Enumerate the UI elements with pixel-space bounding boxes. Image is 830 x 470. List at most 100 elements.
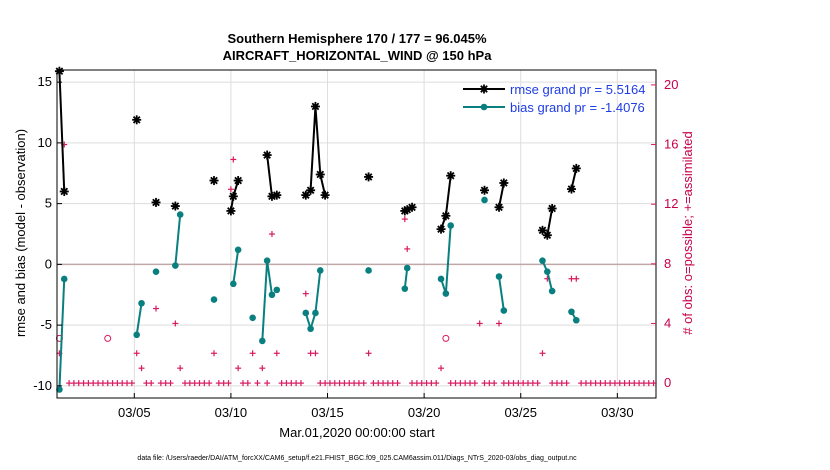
chart-title-line2: AIRCRAFT_HORIZONTAL_WIND @ 150 hPa	[223, 48, 493, 63]
assimilated-count-marker	[254, 380, 261, 387]
bias-point	[495, 273, 503, 280]
rmse-point	[441, 211, 451, 221]
x-tick-label: 03/15	[311, 405, 344, 420]
rmse-point	[364, 172, 374, 182]
y-tick-label: -5	[40, 317, 52, 332]
legend-rmse-label: rmse grand pr = 5.5164	[510, 82, 646, 97]
bias-point	[259, 337, 266, 345]
assimilated-count-marker	[365, 350, 372, 357]
bias-line	[135, 303, 143, 335]
footnote: data file: /Users/raeder/DAI/ATM_forcXX/…	[137, 455, 577, 462]
assimilated-count-marker	[225, 380, 232, 387]
assimilated-count-marker	[273, 350, 280, 357]
x-tick-label: 03/30	[601, 405, 634, 420]
bias-point	[138, 299, 145, 307]
bias-point	[500, 307, 508, 314]
assimilated-count-marker	[433, 380, 440, 387]
rmse-point	[436, 224, 446, 234]
legend: rmse grand pr = 5.5164 bias grand pr = -1…	[463, 82, 646, 115]
assimilated-count-marker	[268, 231, 275, 237]
rmse-line	[58, 71, 66, 192]
rmse-point	[310, 101, 320, 111]
y-axis-right-ticks: 0 4 8 12 16 20	[651, 77, 678, 390]
bias-point	[539, 257, 546, 265]
assimilated-count-marker	[167, 380, 174, 387]
y-right-tick-label: 8	[664, 256, 671, 271]
bias-point	[568, 308, 575, 316]
bias-line	[403, 267, 409, 289]
bias-point	[307, 325, 314, 333]
bias-point	[544, 268, 551, 275]
y-axis-right-label: # of obs: o=possible; +=assimilated	[680, 131, 695, 334]
assimilated-count-marker	[394, 380, 401, 387]
x-axis-ticks: 03/05 03/10 03/15 03/20 03/25 03/30	[118, 393, 634, 420]
series-layer	[54, 66, 581, 393]
bias-point	[481, 196, 488, 204]
rmse-point	[547, 203, 557, 213]
bias-point	[263, 257, 271, 265]
bias-point	[273, 286, 281, 294]
assimilated-count-marker	[172, 320, 179, 327]
y-tick-label: 10	[38, 135, 52, 150]
assimilated-count-marker	[128, 380, 135, 387]
rmse-point	[480, 185, 490, 195]
y-axis-label: rmse and bias (model - observation)	[13, 129, 28, 337]
assimilated-count-marker	[401, 216, 408, 223]
bias-line	[261, 260, 273, 341]
rmse-point	[228, 191, 238, 201]
y-axis-ticks: -10 -5 0 5 10 15	[33, 74, 62, 393]
y-right-tick-label: 4	[664, 315, 671, 330]
y-tick-label: 5	[45, 196, 52, 211]
bias-point	[249, 314, 256, 322]
bias-point	[230, 280, 237, 288]
possible-count-marker	[442, 334, 450, 342]
bias-line	[440, 225, 452, 294]
y-right-tick-label: 0	[664, 375, 671, 390]
rmse-point	[170, 201, 180, 211]
y-right-tick-label: 16	[664, 137, 678, 152]
x-axis-label: Mar.01,2020 00:00:00 start	[279, 425, 435, 440]
assimilated-count-marker	[360, 380, 367, 387]
bias-line	[498, 276, 505, 311]
bias-line	[232, 249, 240, 284]
bias-point	[268, 291, 276, 299]
bias-point	[152, 268, 160, 275]
bias-point	[548, 287, 556, 295]
bias-point	[401, 285, 409, 292]
assimilated-count-marker	[259, 365, 266, 372]
rmse-point	[151, 197, 161, 207]
assimilated-count-marker	[496, 320, 503, 327]
bias-point	[365, 267, 372, 274]
assimilated-count-marker	[210, 350, 217, 357]
bias-point	[172, 262, 179, 269]
bias-point	[572, 316, 580, 324]
bias-point	[437, 275, 445, 283]
x-tick-label: 03/25	[504, 405, 537, 420]
obs-count-layer	[55, 141, 657, 387]
grid	[57, 70, 656, 398]
rmse-point	[59, 186, 69, 196]
bias-point	[302, 309, 310, 317]
assimilated-count-marker	[476, 320, 483, 327]
bias-point	[60, 275, 68, 283]
x-tick-label: 03/20	[408, 405, 441, 420]
rmse-point	[320, 190, 330, 200]
y-right-tick-label: 12	[664, 196, 678, 211]
y-tick-label: 15	[38, 74, 52, 89]
legend-rmse-marker	[479, 84, 489, 94]
assimilated-count-marker	[235, 365, 242, 372]
assimilated-count-marker	[404, 245, 411, 252]
assimilated-count-marker	[138, 365, 145, 372]
bias-point	[312, 309, 319, 317]
rmse-point	[233, 176, 243, 186]
y-right-tick-label: 20	[664, 77, 678, 92]
bias-point	[442, 290, 450, 297]
bias-point	[133, 331, 141, 339]
rmse-point	[499, 178, 509, 188]
rmse-point	[209, 176, 219, 186]
assimilated-count-marker	[471, 380, 478, 387]
bias-point	[403, 264, 411, 272]
bias-line	[58, 278, 66, 390]
assimilated-count-marker	[312, 350, 319, 357]
